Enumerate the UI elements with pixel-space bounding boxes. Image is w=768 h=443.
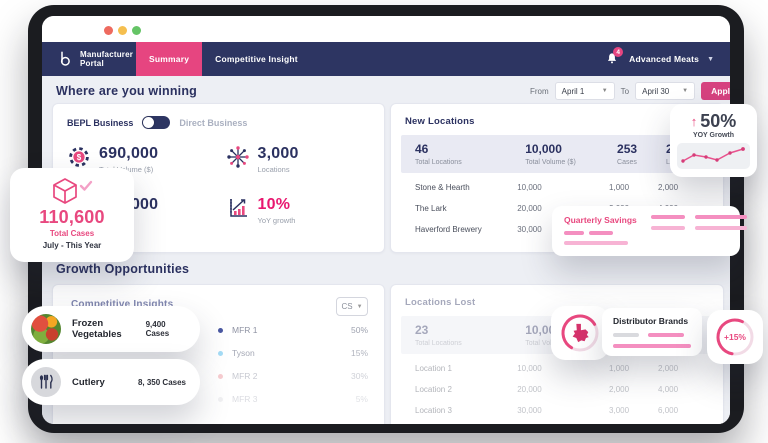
account-menu[interactable]: Advanced Meats — [629, 54, 700, 64]
close-window-icon[interactable] — [104, 26, 113, 35]
table-row: Location 3 30,000 3,000 6,000 — [415, 406, 679, 415]
new-locations-panel: New Locations 46 Total Locations 10,000 To… — [390, 103, 724, 253]
total-cases-value: 110,600 — [39, 207, 105, 227]
brand-logo-icon — [60, 51, 70, 66]
from-date-select[interactable]: April 1 ▼ — [554, 82, 615, 100]
new-locations-title: New Locations — [405, 116, 475, 127]
brand-name: Manufacturer Portal — [80, 50, 134, 68]
from-label: From — [530, 86, 549, 96]
legend-dot — [218, 373, 223, 379]
product-card-frozen-vegetables: Frozen Vegetables 9,400 Cases — [22, 306, 200, 352]
yoy-value: 50% — [700, 111, 737, 131]
texas-state-icon — [572, 323, 589, 343]
tab-summary[interactable]: Summary — [136, 42, 203, 76]
chevron-down-icon: ▼ — [356, 303, 363, 310]
chevron-down-icon: ▼ — [682, 88, 689, 94]
notifications-button[interactable]: 4 — [605, 47, 624, 67]
total-cases-period: July - This Year — [42, 241, 102, 250]
legend-item: Tyson 15% — [218, 348, 368, 358]
notification-badge: 4 — [613, 47, 624, 57]
to-date-select[interactable]: April 30 ▼ — [635, 82, 696, 100]
new-locations-summary: 46 Total Locations 10,000 Total Volume ($)… — [401, 135, 713, 173]
toggle-label-bepl: BEPL Business — [67, 117, 134, 128]
top-navbar: Manufacturer Portal Summary Competitive … — [42, 42, 730, 76]
percent-badge: +15% — [724, 332, 746, 342]
quarterly-savings-card: Quarterly Savings — [552, 206, 747, 256]
arrow-up-icon: ↑ — [690, 114, 698, 129]
apply-button[interactable]: Apply — [701, 82, 730, 100]
progress-ring — [561, 314, 599, 352]
distributor-brands-card: Distributor Brands — [602, 308, 702, 356]
insights-legend: MFR 1 50% Tyson 15% MFR 2 30% — [218, 325, 368, 417]
section-title-growth: Growth Opportunities — [56, 262, 190, 276]
yoy-growth-card: ↑ 50% YOY Growth — [670, 104, 757, 177]
date-filter-bar: From April 1▼ To April 30▼ Apply — [530, 82, 730, 100]
svg-text:$: $ — [77, 153, 82, 162]
metric-locations: 3,000 Locations — [226, 145, 385, 174]
cutlery-photo — [31, 367, 61, 397]
total-cases-label: Total Cases — [49, 229, 95, 238]
maximize-window-icon[interactable] — [132, 26, 141, 35]
frozen-vegetables-photo — [31, 314, 61, 344]
yoy-sparkline — [677, 143, 750, 169]
tab-competitive-insight[interactable]: Competitive Insight — [215, 54, 298, 64]
chevron-down-icon: ▼ — [601, 88, 608, 94]
toggle-label-direct: Direct Business — [179, 117, 248, 128]
quarterly-savings-title: Quarterly Savings — [564, 215, 637, 225]
metric-yoy-growth: 10% YoY growth — [226, 196, 385, 225]
distributor-brands-title: Distributor Brands — [613, 316, 689, 326]
to-label: To — [620, 86, 630, 96]
cs-filter-select[interactable]: CS ▼ — [336, 297, 368, 316]
legend-dot — [218, 396, 223, 402]
business-toggle[interactable] — [142, 116, 171, 129]
growth-chart-icon — [229, 199, 247, 217]
network-icon — [226, 146, 249, 168]
legend-dot — [218, 350, 223, 356]
legend-item: MFR 3 5% — [218, 394, 368, 404]
table-row: Location 2 20,000 2,000 4,000 — [415, 385, 679, 394]
legend-dot — [218, 327, 223, 333]
product-card-cutlery: Cutlery 8, 350 Cases — [22, 359, 200, 405]
texas-region-widget — [551, 306, 609, 360]
section-title-winning: Where are you winning — [56, 84, 198, 98]
progress-ring — [716, 318, 754, 356]
brand: Manufacturer Portal — [56, 50, 136, 68]
legend-item: MFR 1 50% — [218, 325, 368, 335]
locations-lost-title: Locations Lost — [405, 297, 476, 308]
yoy-label: YOY Growth — [692, 132, 735, 139]
legend-item: MFR 2 30% — [218, 371, 368, 381]
total-cases-card: 110,600 Total Cases July - This Year — [10, 168, 134, 262]
cube-check-icon — [53, 178, 93, 204]
table-row: Stone & Hearth 10,000 1,000 2,000 — [415, 183, 679, 192]
competitive-insights-title: Competitive Insights — [71, 299, 174, 310]
minimize-window-icon[interactable] — [118, 26, 127, 35]
browser-chrome — [42, 16, 730, 42]
table-row: Location 1 10,000 1,000 2,000 — [415, 364, 679, 373]
chevron-down-icon[interactable]: ▼ — [707, 55, 714, 63]
gear-dollar-icon: $ — [69, 147, 89, 167]
growth-percent-widget: +15% — [707, 310, 763, 364]
